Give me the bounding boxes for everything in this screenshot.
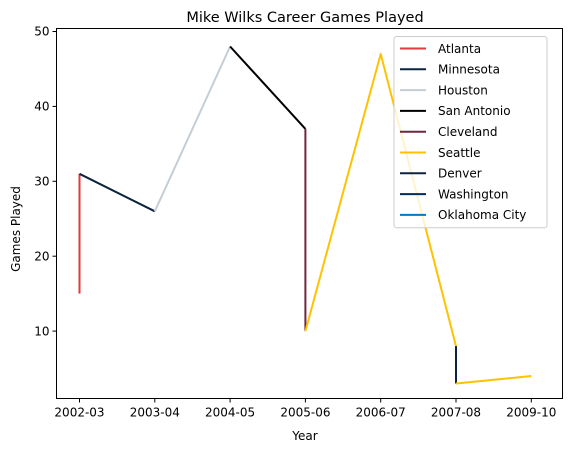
legend-label: San Antonio xyxy=(438,104,511,118)
y-axis: 10 20 30 40 50 xyxy=(34,25,57,338)
x-tick-label: 2003-04 xyxy=(130,406,180,420)
legend-label: Seattle xyxy=(438,146,480,160)
series-line-seattle-continued xyxy=(455,375,532,385)
x-tick-label: 2009-10 xyxy=(506,406,556,420)
legend-label: Denver xyxy=(438,167,482,181)
y-axis-label: Games Played xyxy=(9,186,23,272)
plot-frame xyxy=(56,28,563,399)
legend-label: Minnesota xyxy=(438,63,500,77)
legend-label: Washington xyxy=(438,187,509,201)
y-tick-label: 30 xyxy=(34,174,49,188)
x-tick-label: 2007-08 xyxy=(431,406,481,420)
y-tick-label: 40 xyxy=(34,100,49,114)
x-tick-label: 2006-07 xyxy=(356,406,406,420)
x-tick-label: 2004-05 xyxy=(205,406,255,420)
legend: Atlanta Minnesota Houston San Antonio Clevel… xyxy=(393,36,548,229)
series-line-seattle xyxy=(304,53,457,347)
legend-frame xyxy=(393,36,548,229)
y-tick-label: 20 xyxy=(34,249,49,263)
series-line-san-antonio xyxy=(229,45,307,130)
y-tick-label: 50 xyxy=(34,25,49,39)
legend-label: Atlanta xyxy=(438,42,481,56)
x-axis-label: Year xyxy=(291,429,317,443)
series-line-minnesota xyxy=(79,172,156,213)
x-tick-label: 2005-06 xyxy=(280,406,330,420)
x-tick-label: 2002-03 xyxy=(54,406,104,420)
chart-title: Mike Wilks Career Games Played xyxy=(186,10,423,26)
y-tick-label: 10 xyxy=(34,324,49,338)
series-layer xyxy=(78,45,532,385)
series-line-houston xyxy=(153,46,232,212)
legend-label: Oklahoma City xyxy=(438,208,526,222)
legend-label: Cleveland xyxy=(438,125,498,139)
legend-label: Houston xyxy=(438,83,488,97)
x-axis: 2002-03 2003-04 2004-05 2005-06 2006-07 2007-… xyxy=(54,398,556,420)
